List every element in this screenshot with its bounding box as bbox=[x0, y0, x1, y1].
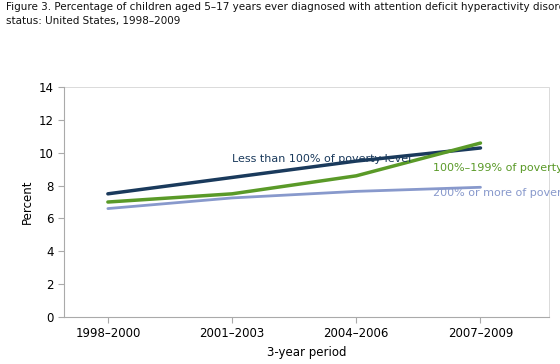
X-axis label: 3-year period: 3-year period bbox=[267, 346, 346, 359]
Text: Less than 100% of poverty level: Less than 100% of poverty level bbox=[232, 154, 412, 165]
Text: 100%–199% of poverty level: 100%–199% of poverty level bbox=[433, 163, 560, 173]
Text: Figure 3. Percentage of children aged 5–17 years ever diagnosed with attention d: Figure 3. Percentage of children aged 5–… bbox=[6, 2, 560, 12]
Text: status: United States, 1998–2009: status: United States, 1998–2009 bbox=[6, 16, 180, 26]
Y-axis label: Percent: Percent bbox=[20, 180, 34, 224]
Text: 200% or more of poverty level: 200% or more of poverty level bbox=[433, 188, 560, 198]
